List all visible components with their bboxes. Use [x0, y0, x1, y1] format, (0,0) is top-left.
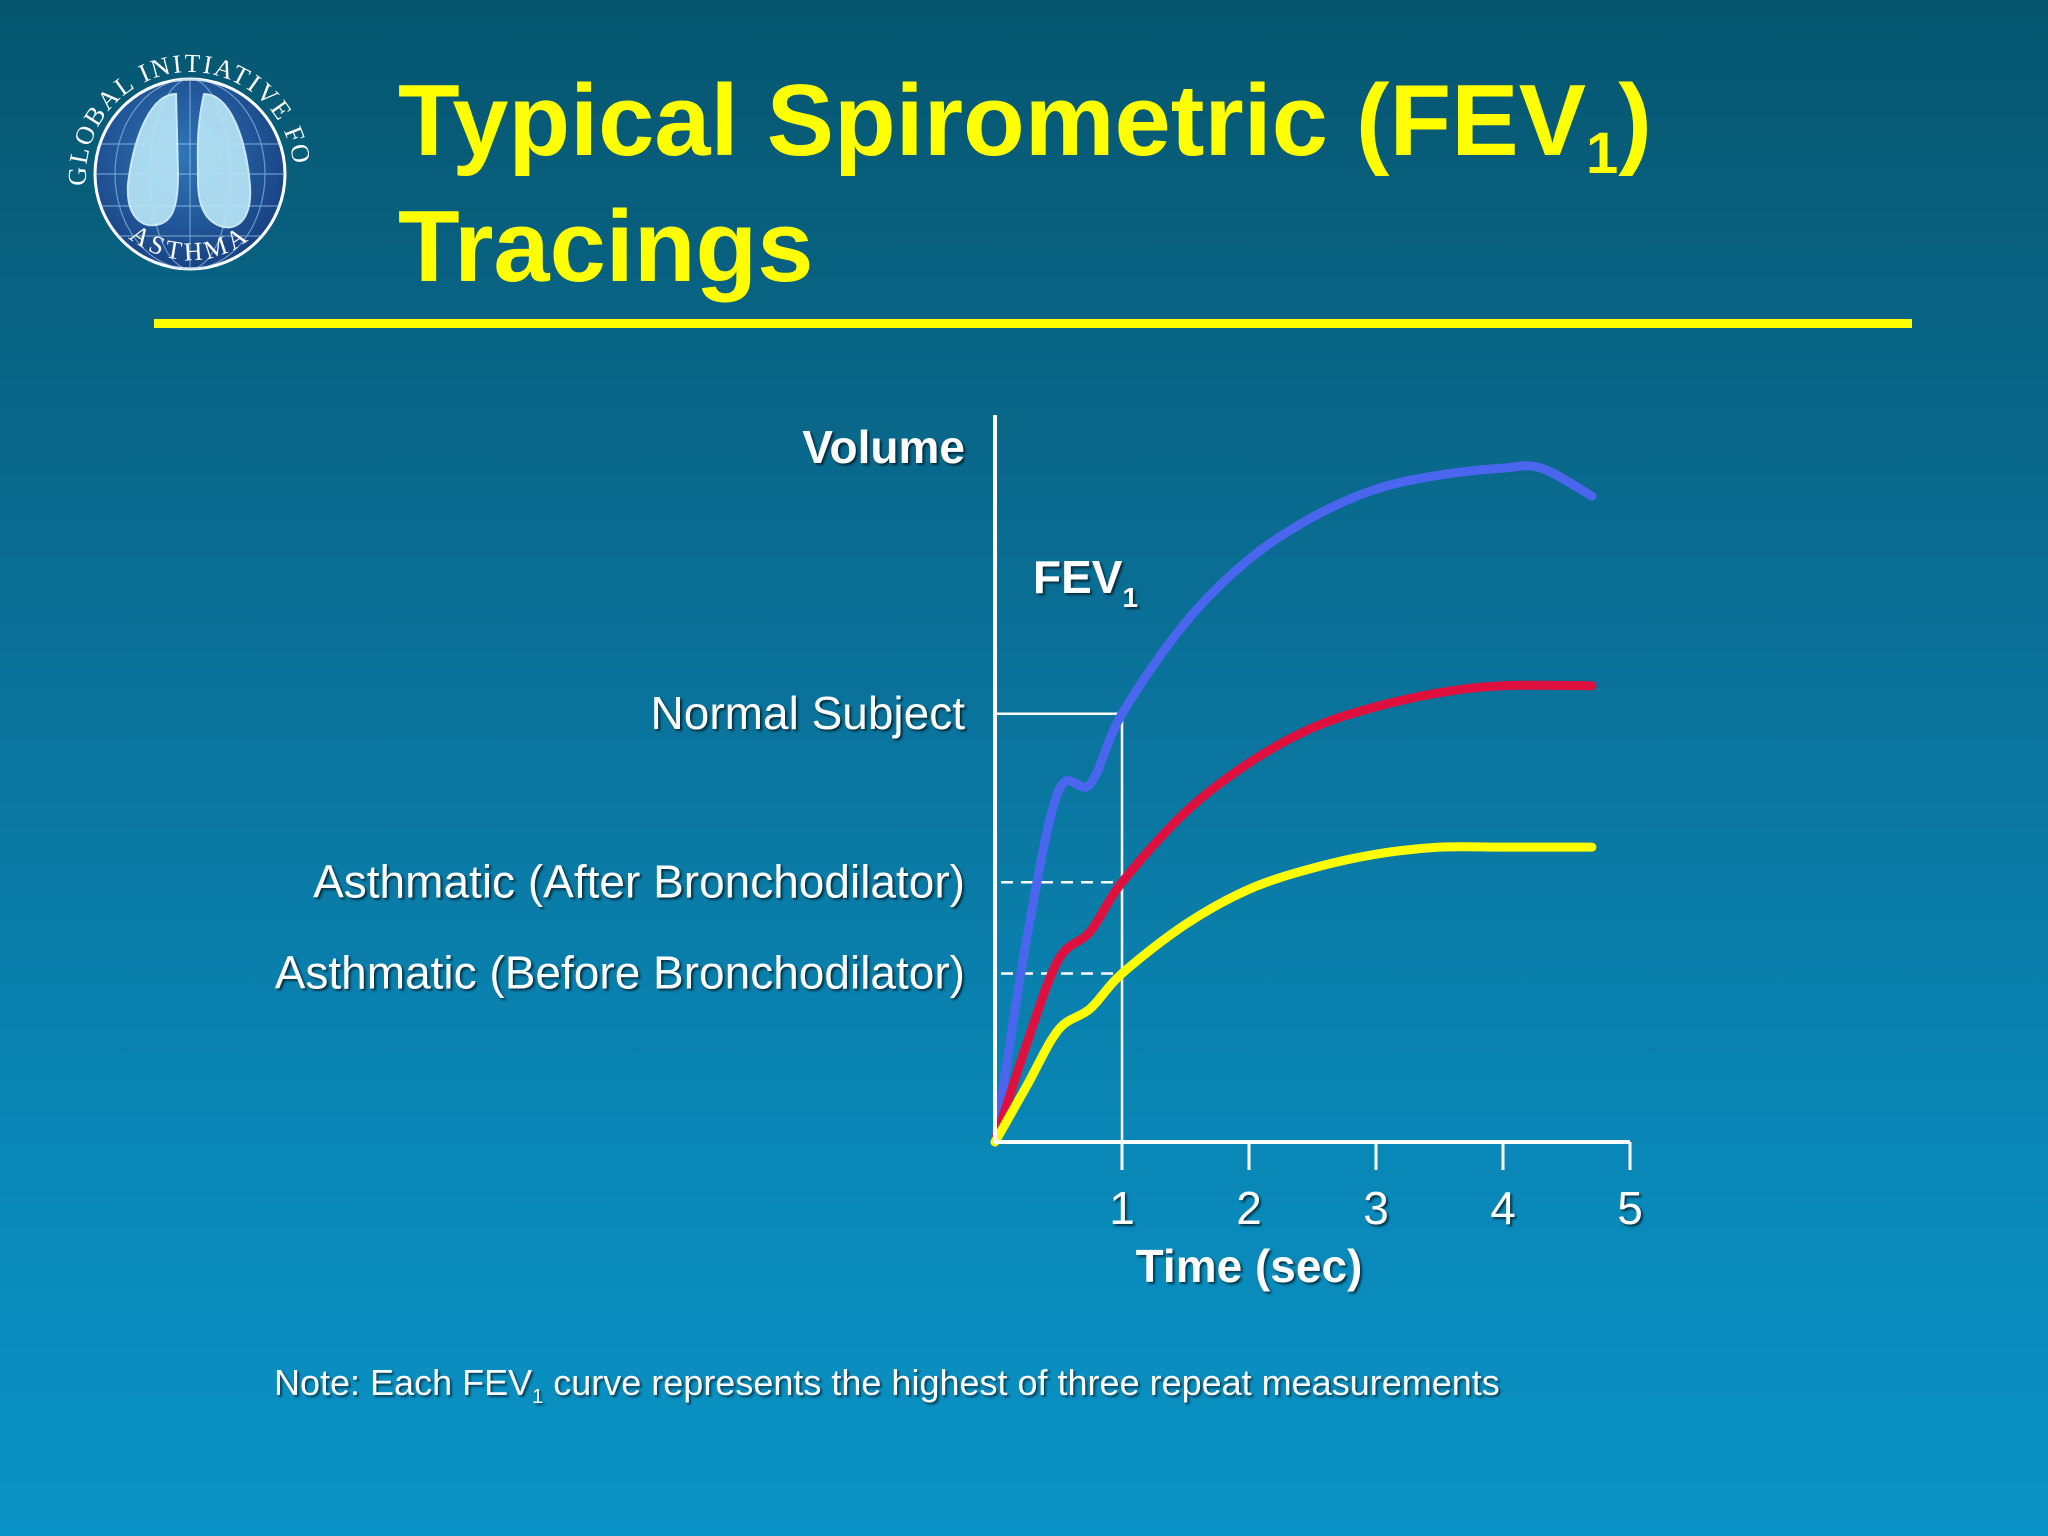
x-tick-label: 5: [1617, 1182, 1643, 1234]
gina-logo: GLOBAL INITIATIVE FOR ASTHMA: [48, 34, 315, 271]
x-axis-title: Time (sec): [1136, 1240, 1363, 1292]
title-line2: Tracings: [398, 191, 814, 303]
x-tick-label: 2: [1236, 1182, 1262, 1234]
x-tick-label: 3: [1363, 1182, 1389, 1234]
series-line-asthmatic-before-bronchodilator: [990, 842, 1597, 1147]
footnote: Note: Each FEV1 curve represents the hig…: [274, 1362, 1500, 1408]
series-label-asthmatic-after-bronchodilator: Asthmatic (After Bronchodilator): [313, 855, 965, 907]
lung-right-icon: [196, 92, 252, 229]
x-tick-label: 1: [1109, 1182, 1135, 1234]
fev1-label: FEV1: [1033, 551, 1138, 613]
x-tick-label: 4: [1490, 1182, 1516, 1234]
series-label-normal-subject: Normal Subject: [651, 687, 966, 739]
title-underline: [154, 319, 1912, 328]
series-line-normal-subject: [990, 461, 1597, 1147]
series-label-asthmatic-before-bronchodilator: Asthmatic (Before Bronchodilator): [275, 947, 965, 999]
slide-title: Typical Spirometric (FEV1) Tracings: [398, 58, 1652, 310]
lung-left-icon: [126, 92, 180, 227]
title-line1: Typical Spirometric (FEV1): [398, 65, 1652, 186]
series-line-asthmatic-after-bronchodilator: [990, 680, 1597, 1147]
y-axis-title: Volume: [802, 421, 965, 473]
